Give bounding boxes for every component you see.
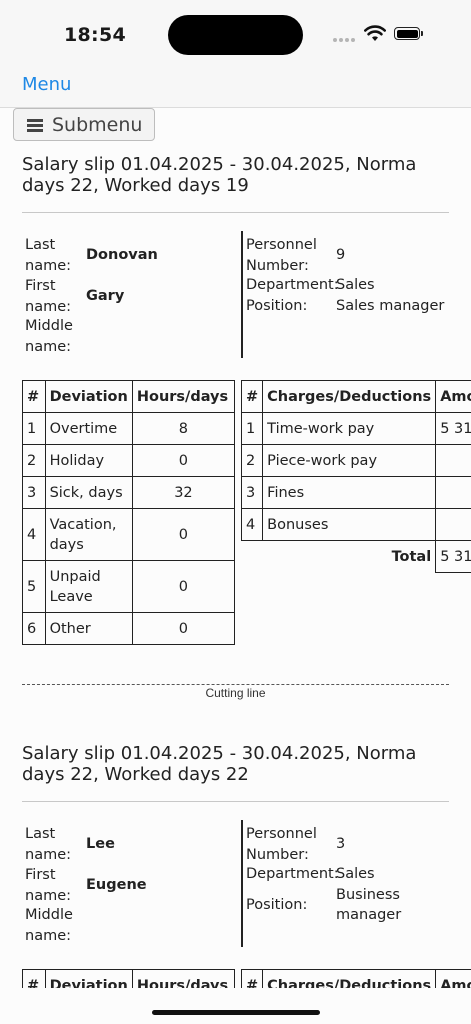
column-header: Hours/days bbox=[131, 380, 236, 413]
row-number: 5 bbox=[22, 560, 46, 613]
cutting-line-label: Cutting line bbox=[205, 686, 266, 700]
charges-table-container: # Charges/Deductions Amount 1 Time-work … bbox=[240, 378, 471, 578]
column-divider bbox=[241, 820, 243, 947]
personnel-number-value: 3 bbox=[336, 836, 346, 852]
department-value: Sales bbox=[336, 277, 375, 293]
table-row: 2 Holiday 0 bbox=[22, 444, 236, 477]
charges-table: # Charges/Deductions Amount 1 Time-work … bbox=[240, 380, 471, 573]
table-row: 3 Fines bbox=[240, 476, 471, 509]
charge-amount bbox=[435, 508, 471, 541]
status-time: 18:54 bbox=[64, 24, 126, 46]
total-label: Total bbox=[241, 540, 437, 573]
last-name-value: Donovan bbox=[86, 247, 158, 263]
total-value: 5 31 bbox=[435, 540, 471, 573]
charge-name: Fines bbox=[262, 476, 437, 509]
table-row: 6 Other 0 bbox=[22, 612, 236, 645]
charge-name: Time-work pay bbox=[262, 412, 437, 445]
department-label: Department: bbox=[246, 866, 339, 882]
deviation-name: Vacation, days bbox=[44, 508, 133, 561]
charge-amount bbox=[435, 444, 471, 477]
last-name-label: Last name: bbox=[25, 826, 72, 863]
slip-title: Salary slip 01.04.2025 - 30.04.2025, Nor… bbox=[22, 154, 417, 196]
dynamic-island bbox=[168, 15, 303, 55]
table-row: 1 Time-work pay 5 31 bbox=[240, 412, 471, 445]
last-name-value: Lee bbox=[86, 836, 115, 852]
last-name-label: Last name: bbox=[25, 237, 72, 274]
charge-name: Bonuses bbox=[262, 508, 437, 541]
department-label: Department: bbox=[246, 277, 339, 293]
middle-name-label: Middle name: bbox=[25, 318, 73, 355]
column-header: # bbox=[240, 380, 264, 413]
deviation-name: Sick, days bbox=[44, 476, 133, 509]
charge-amount: 5 31 bbox=[435, 412, 471, 445]
table-row: 1 Overtime 8 bbox=[22, 412, 236, 445]
column-header: Amount bbox=[435, 380, 471, 413]
table-row: 4 Bonuses bbox=[240, 508, 471, 541]
submenu-button[interactable]: Submenu bbox=[13, 108, 155, 141]
row-number: 2 bbox=[240, 444, 264, 477]
middle-name-label: Middle name: bbox=[25, 907, 73, 944]
battery-icon bbox=[394, 27, 423, 40]
cellular-signal-icon bbox=[333, 38, 357, 42]
row-number: 3 bbox=[22, 476, 46, 509]
table-row: 2 Piece-work pay bbox=[240, 444, 471, 477]
column-header: Deviation bbox=[44, 380, 133, 413]
deviation-name: Unpaid Leave bbox=[44, 560, 133, 613]
wifi-icon bbox=[364, 25, 386, 41]
row-number: 3 bbox=[240, 476, 264, 509]
column-header: # bbox=[22, 380, 46, 413]
menu-link[interactable]: Menu bbox=[22, 74, 72, 95]
deviation-name: Other bbox=[44, 612, 133, 645]
row-number: 2 bbox=[22, 444, 46, 477]
first-name-value: Eugene bbox=[86, 877, 147, 893]
first-name-value: Gary bbox=[86, 288, 125, 304]
deviation-value: 8 bbox=[131, 412, 236, 445]
hamburger-icon bbox=[27, 119, 43, 132]
divider bbox=[22, 801, 449, 802]
charge-name: Piece-work pay bbox=[262, 444, 437, 477]
row-number: 6 bbox=[22, 612, 46, 645]
deviation-value: 0 bbox=[131, 508, 236, 561]
slip-title: Salary slip 01.04.2025 - 30.04.2025, Nor… bbox=[22, 743, 417, 785]
home-indicator[interactable] bbox=[152, 1010, 320, 1015]
department-value: Sales bbox=[336, 866, 375, 882]
deviation-value: 0 bbox=[131, 612, 236, 645]
column-header: Charges/Deductions bbox=[262, 380, 437, 413]
deviation-value: 0 bbox=[131, 444, 236, 477]
deviation-value: 0 bbox=[131, 560, 236, 613]
first-name-label: First name: bbox=[25, 867, 72, 904]
submenu-label: Submenu bbox=[52, 114, 143, 136]
nav-bar: Menu bbox=[0, 68, 471, 108]
deviations-table: # Deviation Hours/days 1 Overtime 8 2 Ho… bbox=[22, 380, 236, 645]
position-label: Position: bbox=[246, 897, 308, 913]
divider bbox=[22, 212, 449, 213]
total-row: Total 5 31 bbox=[241, 540, 471, 573]
deviation-name: Holiday bbox=[44, 444, 133, 477]
row-number: 4 bbox=[240, 508, 264, 541]
table-header-row: # Deviation Hours/days bbox=[22, 380, 236, 413]
row-number: 1 bbox=[240, 412, 264, 445]
personnel-number-value: 9 bbox=[336, 247, 346, 263]
deviation-value: 32 bbox=[131, 476, 236, 509]
position-value: Sales manager bbox=[336, 298, 445, 314]
table-row: 5 Unpaid Leave 0 bbox=[22, 560, 236, 613]
column-divider bbox=[241, 231, 243, 358]
first-name-label: First name: bbox=[25, 278, 72, 315]
personnel-number-label: Personnel Number: bbox=[246, 826, 317, 863]
row-number: 1 bbox=[22, 412, 46, 445]
status-bar: 18:54 bbox=[0, 0, 471, 68]
position-label: Position: bbox=[246, 298, 308, 314]
cutting-line bbox=[22, 684, 449, 685]
bottom-safe-area bbox=[0, 988, 471, 1024]
table-row: 4 Vacation, days 0 bbox=[22, 508, 236, 561]
personnel-number-label: Personnel Number: bbox=[246, 237, 317, 274]
row-number: 4 bbox=[22, 508, 46, 561]
table-row: 3 Sick, days 32 bbox=[22, 476, 236, 509]
charge-amount bbox=[435, 476, 471, 509]
position-value: Business manager bbox=[336, 887, 402, 923]
table-header-row: # Charges/Deductions Amount bbox=[240, 380, 471, 413]
deviation-name: Overtime bbox=[44, 412, 133, 445]
